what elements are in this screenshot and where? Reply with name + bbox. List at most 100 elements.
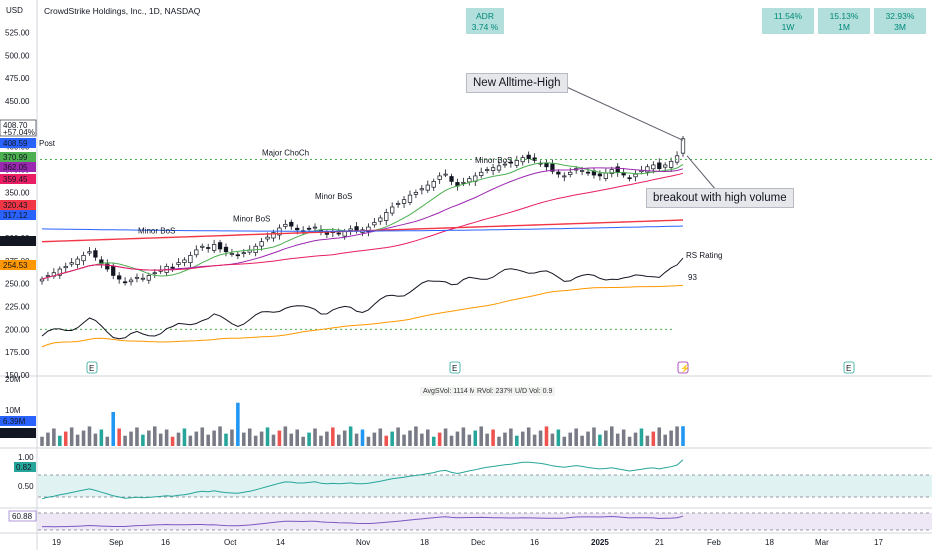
price-badge-text: 317.12 bbox=[3, 211, 28, 220]
candle-body bbox=[134, 276, 140, 279]
event-marker: E bbox=[846, 364, 851, 373]
candle-body bbox=[556, 171, 561, 175]
volume-bar bbox=[681, 426, 685, 446]
volume-bar bbox=[515, 435, 519, 446]
volume-bar bbox=[372, 432, 377, 446]
volume-bar bbox=[253, 435, 258, 446]
candle-body bbox=[223, 246, 229, 253]
volume-bar bbox=[592, 427, 596, 446]
price-badge-text: 362.05 bbox=[3, 163, 28, 172]
candle-body bbox=[336, 232, 341, 235]
price-badge bbox=[0, 162, 36, 172]
ind2-badge bbox=[8, 510, 37, 522]
volume-bar bbox=[46, 432, 50, 446]
volume-bar bbox=[568, 432, 573, 446]
volume-bar bbox=[479, 426, 483, 446]
volume-bar bbox=[158, 433, 163, 446]
event-marker-box bbox=[843, 361, 855, 374]
price-badge bbox=[0, 174, 36, 184]
candle-body bbox=[289, 221, 294, 227]
candle-body bbox=[384, 212, 389, 221]
candle-body bbox=[45, 275, 51, 277]
volume-bar bbox=[307, 432, 311, 446]
candle-body bbox=[645, 166, 650, 173]
volume-bar bbox=[111, 412, 116, 446]
event-marker: E bbox=[452, 364, 457, 373]
candle-body bbox=[217, 242, 223, 250]
volume-bar bbox=[301, 436, 305, 446]
volume-bar bbox=[87, 426, 92, 446]
event-marker: E bbox=[89, 364, 94, 373]
volume-tick-label: 20M bbox=[5, 375, 21, 384]
volume-bar bbox=[69, 427, 74, 446]
volume-bar bbox=[313, 428, 317, 446]
volume-bar bbox=[586, 431, 590, 446]
volume-bar bbox=[212, 430, 216, 446]
rs-line bbox=[41, 257, 684, 340]
volume-bar bbox=[224, 433, 228, 446]
candle-body bbox=[324, 232, 330, 235]
volume-bar bbox=[509, 428, 513, 446]
volume-bar bbox=[604, 430, 608, 446]
perf-1m-box: 15.13% 1M bbox=[818, 8, 870, 34]
volume-bar bbox=[550, 433, 555, 446]
price-badge-text: 370.99 bbox=[3, 153, 28, 162]
candle-body bbox=[413, 192, 419, 195]
volume-badge-text: 3.54M bbox=[3, 429, 26, 438]
candle-body bbox=[259, 241, 264, 247]
volume-badge bbox=[0, 416, 36, 426]
price-tick-label: 450.00 bbox=[5, 97, 30, 106]
volume-bar bbox=[123, 435, 127, 446]
candle-body bbox=[633, 173, 638, 178]
volume-bar bbox=[164, 429, 169, 446]
candle-body bbox=[485, 169, 490, 171]
volume-bar bbox=[431, 436, 436, 446]
x-axis-label: 18 bbox=[765, 538, 774, 547]
volume-bar bbox=[75, 434, 80, 446]
sma50-line bbox=[41, 172, 684, 280]
volume-bar bbox=[657, 427, 662, 446]
candle-body bbox=[479, 171, 484, 176]
volume-bar bbox=[485, 433, 489, 446]
candle-body bbox=[194, 249, 199, 256]
volume-bar bbox=[188, 435, 193, 446]
volume-bar bbox=[342, 430, 347, 446]
price-tick-label: 350.00 bbox=[5, 188, 30, 197]
candle-body bbox=[372, 222, 377, 226]
x-axis-label: 14 bbox=[276, 538, 285, 547]
candle-body bbox=[140, 277, 146, 280]
perf-3m-box: 32.93% 3M bbox=[874, 8, 926, 34]
price-badge-text: 408.59 bbox=[3, 139, 28, 148]
major-choch-label: Major ChoCh bbox=[262, 149, 309, 158]
volume-bar bbox=[325, 431, 329, 446]
volume-bar bbox=[526, 427, 531, 446]
currency-label: USD bbox=[6, 6, 23, 15]
price-badge-text: 254.53 bbox=[3, 261, 28, 270]
minor-bos-label: Minor BoS bbox=[315, 192, 352, 201]
volume-bar bbox=[52, 428, 56, 446]
candle-body bbox=[514, 160, 519, 166]
candle-body bbox=[188, 255, 193, 264]
adr-label: ADR bbox=[476, 11, 494, 21]
volume-bar bbox=[675, 426, 679, 446]
price-badge-text: 280.07 bbox=[3, 237, 28, 246]
volume-bar bbox=[242, 432, 246, 446]
volume-bar bbox=[615, 433, 620, 446]
candle-body bbox=[597, 173, 603, 177]
price-badge-text: 359.45 bbox=[3, 175, 28, 184]
volume-bar bbox=[200, 427, 205, 446]
volume-bar bbox=[360, 429, 365, 446]
x-axis-label: Nov bbox=[356, 538, 370, 547]
volume-bar bbox=[194, 431, 199, 446]
volume-bar bbox=[390, 431, 394, 446]
volume-bar bbox=[265, 427, 270, 446]
volume-bar bbox=[319, 435, 323, 446]
x-axis-label: 16 bbox=[161, 538, 170, 547]
volume-bar bbox=[378, 428, 383, 446]
price-tick-label: 500.00 bbox=[5, 51, 30, 60]
x-axis-label: Feb bbox=[707, 538, 721, 547]
price-badge-text: 320.43 bbox=[3, 201, 28, 210]
volume-bar bbox=[574, 428, 578, 446]
ind2-badge-text: 60.88 bbox=[12, 512, 33, 521]
